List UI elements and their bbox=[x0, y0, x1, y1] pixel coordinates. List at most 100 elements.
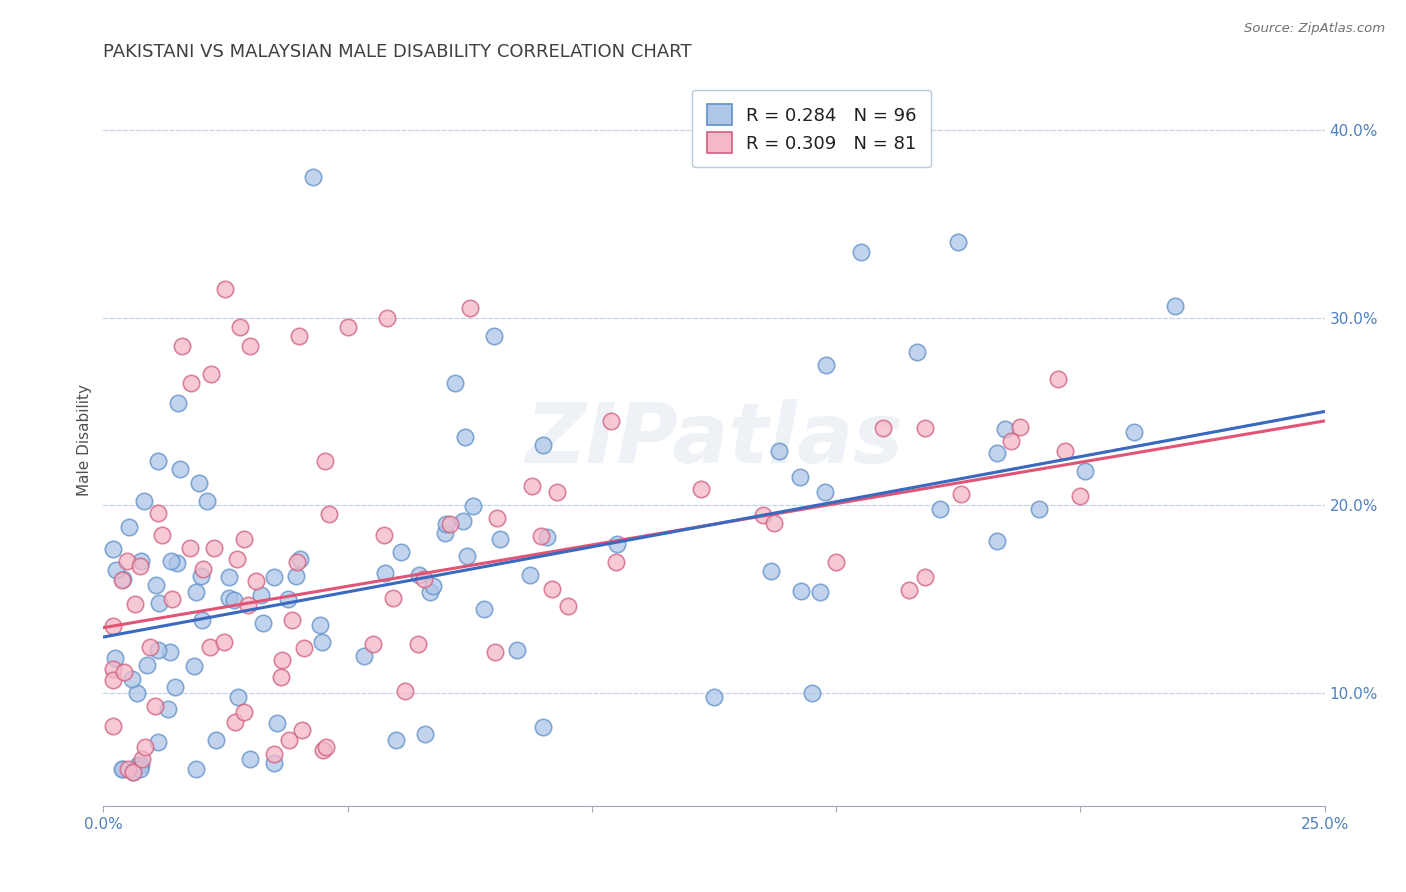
Point bbox=[134, 493, 156, 508]
Point bbox=[233, 532, 256, 546]
Point bbox=[287, 329, 309, 343]
Point bbox=[180, 376, 202, 391]
Point bbox=[111, 762, 134, 776]
Point bbox=[373, 528, 395, 542]
Point bbox=[905, 344, 928, 359]
Point bbox=[118, 520, 141, 534]
Point bbox=[169, 462, 191, 476]
Point bbox=[540, 582, 562, 596]
Point bbox=[422, 579, 444, 593]
Point bbox=[212, 634, 235, 648]
Point bbox=[148, 735, 170, 749]
Point bbox=[263, 756, 285, 770]
Point bbox=[484, 645, 506, 659]
Point bbox=[531, 720, 554, 734]
Point bbox=[183, 659, 205, 673]
Point bbox=[1069, 489, 1091, 503]
Point bbox=[131, 758, 153, 772]
Point bbox=[872, 421, 894, 435]
Point bbox=[239, 339, 262, 353]
Point bbox=[394, 683, 416, 698]
Point bbox=[111, 574, 134, 588]
Point bbox=[814, 485, 837, 500]
Point bbox=[1053, 443, 1076, 458]
Point bbox=[121, 765, 143, 780]
Point bbox=[605, 555, 627, 569]
Point bbox=[218, 591, 240, 605]
Point bbox=[434, 525, 457, 540]
Point bbox=[412, 572, 434, 586]
Point bbox=[191, 562, 214, 576]
Point bbox=[222, 592, 245, 607]
Point bbox=[101, 619, 124, 633]
Point bbox=[389, 545, 412, 559]
Point bbox=[606, 537, 628, 551]
Point bbox=[131, 752, 153, 766]
Point bbox=[127, 757, 149, 772]
Point bbox=[790, 584, 813, 599]
Point bbox=[146, 454, 169, 468]
Point bbox=[312, 743, 335, 757]
Point bbox=[419, 585, 441, 599]
Point bbox=[104, 650, 127, 665]
Point bbox=[159, 645, 181, 659]
Point bbox=[160, 591, 183, 606]
Point bbox=[336, 320, 359, 334]
Point bbox=[238, 599, 260, 613]
Point bbox=[277, 591, 299, 606]
Point bbox=[224, 714, 246, 729]
Point bbox=[139, 640, 162, 654]
Point bbox=[413, 727, 436, 741]
Point bbox=[759, 565, 782, 579]
Point bbox=[600, 414, 623, 428]
Point bbox=[382, 591, 405, 605]
Point bbox=[179, 541, 201, 556]
Point bbox=[195, 493, 218, 508]
Point bbox=[252, 615, 274, 630]
Point bbox=[408, 567, 430, 582]
Text: PAKISTANI VS MALAYSIAN MALE DISABILITY CORRELATION CHART: PAKISTANI VS MALAYSIAN MALE DISABILITY C… bbox=[104, 43, 692, 61]
Point bbox=[278, 733, 301, 747]
Point bbox=[204, 733, 226, 747]
Point bbox=[290, 723, 312, 737]
Point bbox=[112, 665, 135, 680]
Point bbox=[239, 752, 262, 766]
Point bbox=[134, 739, 156, 754]
Text: Source: ZipAtlas.com: Source: ZipAtlas.com bbox=[1244, 22, 1385, 36]
Point bbox=[986, 534, 1008, 549]
Point bbox=[531, 438, 554, 452]
Text: ZIPatlas: ZIPatlas bbox=[524, 400, 903, 480]
Point bbox=[1074, 464, 1097, 478]
Point bbox=[506, 643, 529, 657]
Point bbox=[444, 376, 467, 391]
Point bbox=[434, 517, 457, 532]
Point bbox=[482, 329, 505, 343]
Point bbox=[101, 673, 124, 687]
Point bbox=[375, 310, 398, 325]
Point bbox=[112, 572, 135, 586]
Point bbox=[1164, 299, 1187, 313]
Point bbox=[898, 582, 921, 597]
Point bbox=[228, 690, 250, 705]
Point bbox=[156, 702, 179, 716]
Point bbox=[129, 559, 152, 574]
Point bbox=[385, 733, 408, 747]
Point bbox=[292, 641, 315, 656]
Point bbox=[1008, 420, 1031, 434]
Point bbox=[229, 320, 252, 334]
Point bbox=[825, 555, 848, 569]
Point bbox=[949, 487, 972, 501]
Point bbox=[302, 169, 325, 184]
Point bbox=[458, 301, 481, 315]
Point bbox=[461, 500, 484, 514]
Point bbox=[762, 516, 785, 530]
Point bbox=[849, 244, 872, 259]
Point bbox=[536, 531, 558, 545]
Point bbox=[245, 574, 267, 588]
Point bbox=[184, 762, 207, 776]
Point bbox=[986, 446, 1008, 460]
Point bbox=[136, 657, 159, 672]
Point bbox=[266, 716, 288, 731]
Point bbox=[187, 475, 209, 490]
Point bbox=[263, 747, 285, 762]
